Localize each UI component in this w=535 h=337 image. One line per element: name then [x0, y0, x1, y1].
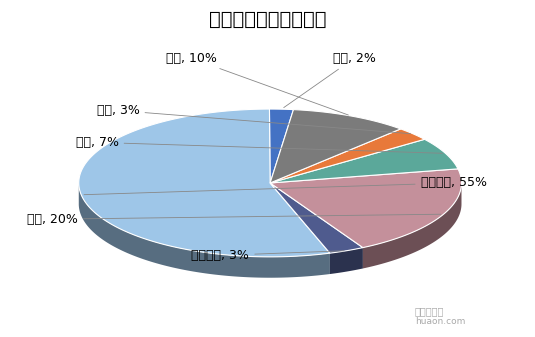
Text: 工业, 7%: 工业, 7%: [75, 136, 442, 153]
Polygon shape: [270, 129, 425, 183]
Polygon shape: [363, 183, 462, 269]
Polygon shape: [330, 248, 363, 274]
Text: 航天航空, 55%: 航天航空, 55%: [84, 177, 487, 195]
Polygon shape: [270, 109, 293, 183]
Title: 高温合金细分市场占比: 高温合金细分市场占比: [209, 10, 326, 29]
Polygon shape: [270, 169, 462, 248]
Polygon shape: [79, 109, 330, 257]
Text: 石油化工, 3%: 石油化工, 3%: [192, 249, 344, 262]
Text: 华经情报网: 华经情报网: [415, 306, 444, 316]
Text: 机械, 10%: 机械, 10%: [166, 52, 348, 115]
Polygon shape: [270, 139, 458, 183]
Text: 汽车, 3%: 汽车, 3%: [97, 104, 410, 134]
Polygon shape: [270, 183, 363, 253]
Polygon shape: [79, 184, 330, 278]
Polygon shape: [270, 110, 401, 183]
Text: 电力, 20%: 电力, 20%: [27, 213, 441, 226]
Text: 其他, 2%: 其他, 2%: [284, 52, 376, 108]
Text: huaon.com: huaon.com: [415, 317, 465, 326]
